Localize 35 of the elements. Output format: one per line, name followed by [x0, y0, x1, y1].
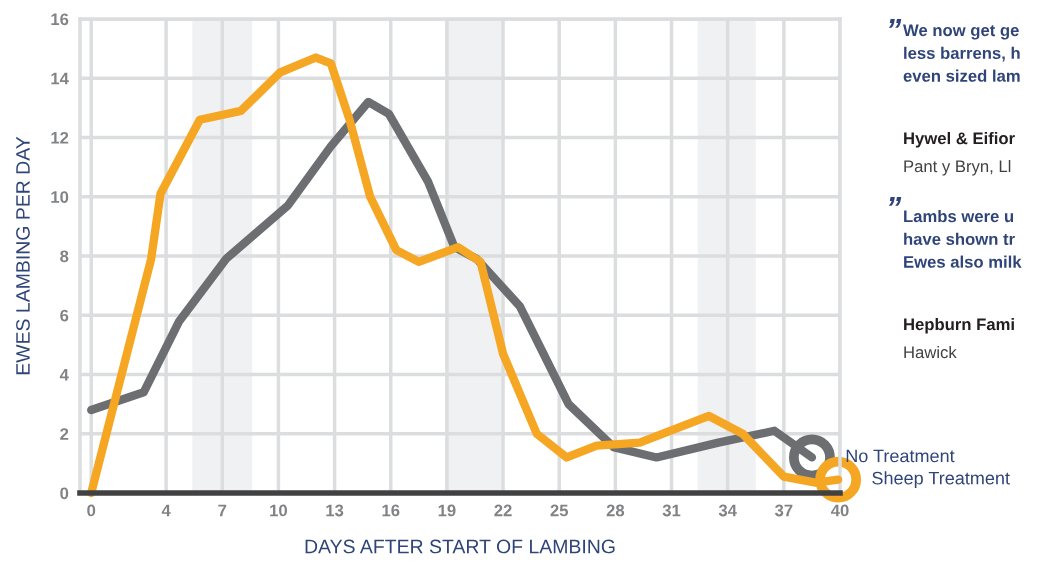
x-tick-label: 22: [494, 504, 512, 517]
text: ”: [888, 197, 902, 206]
y-tick-label: 6: [60, 309, 69, 322]
series-label: Sheep Treatment: [872, 471, 1010, 489]
y-tick-label: 12: [51, 131, 69, 144]
x-tick-label: 16: [382, 504, 400, 517]
x-tick-label: 34: [718, 504, 737, 517]
x-axis-title: DAYS AFTER START OF LAMBING: [305, 539, 615, 554]
x-tick-label: 4: [161, 504, 171, 517]
y-tick-label: 4: [59, 369, 69, 381]
series-label: No Treatment: [846, 449, 955, 463]
x-tick-label: 10: [270, 504, 288, 517]
y-tick-label: 16: [51, 13, 69, 26]
text: Lambs were u have shown tr Ewes also milk: [904, 210, 1022, 268]
y-tick-label: 2: [60, 428, 69, 440]
y-tick-label: 8: [60, 250, 69, 263]
x-tick-label: 7: [218, 504, 227, 517]
x-tick-label: 28: [606, 504, 625, 517]
x-tick-label: 19: [438, 504, 456, 517]
text: We now get ge less barrens, h even sized lam: [903, 24, 1020, 82]
x-tick-label: 40: [830, 504, 849, 517]
x-tick-label: 37: [774, 504, 793, 517]
y-tick-label: 14: [51, 72, 69, 85]
text: ”: [888, 19, 902, 28]
y-tick-label: 0: [60, 487, 69, 500]
x-tick-label: 31: [662, 504, 681, 517]
text: Hepburn Fami: [904, 318, 1014, 334]
y-tick-label: 10: [51, 191, 69, 203]
x-tick-label: 25: [550, 504, 569, 517]
text: Hywel & Eifior: [904, 132, 1015, 148]
text: Pant y Bryn, Ll: [904, 160, 1011, 176]
text: Hawick: [904, 346, 957, 359]
x-tick-label: 13: [326, 504, 344, 517]
y-axis-title: EWES LAMBING PER DAY: [16, 136, 30, 375]
x-tick-label: 0: [87, 504, 96, 517]
